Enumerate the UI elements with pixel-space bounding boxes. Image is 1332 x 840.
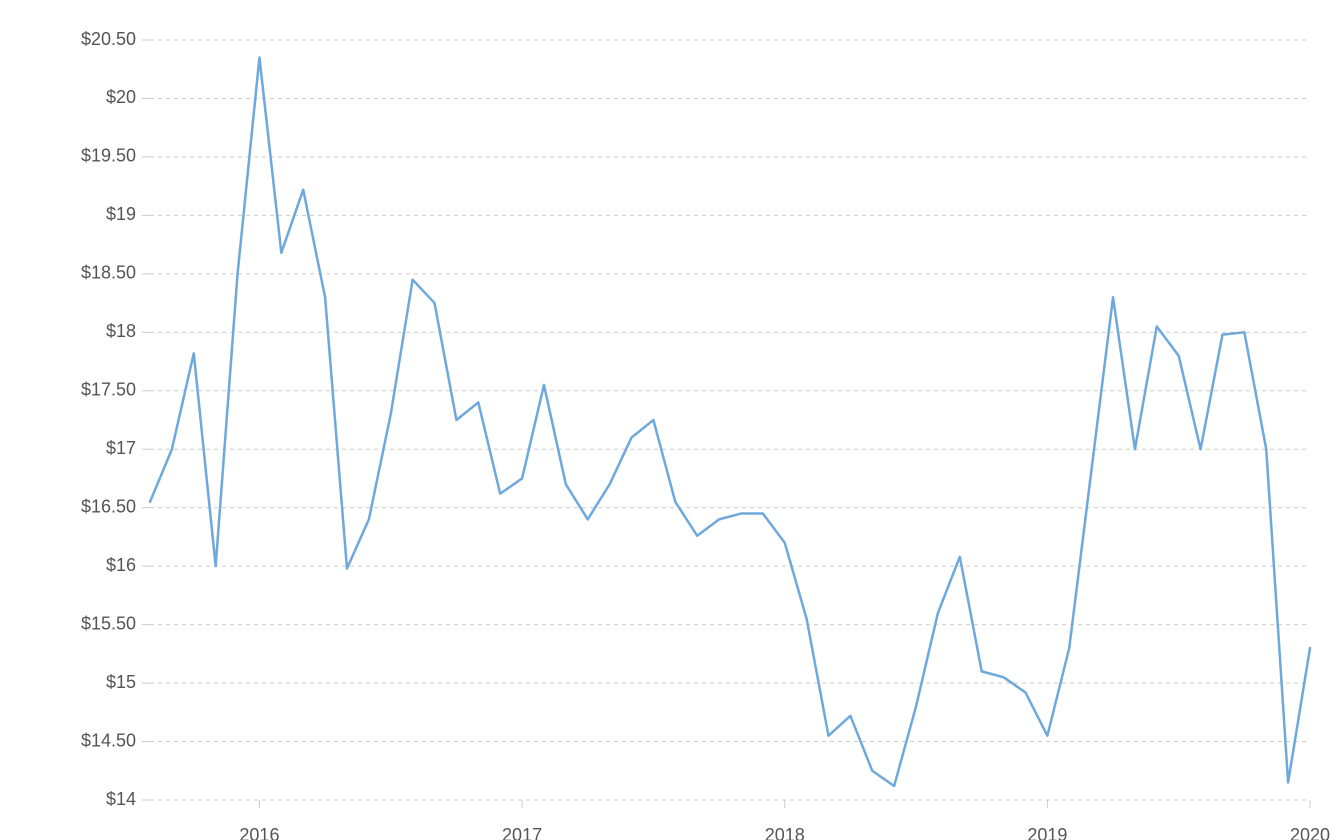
y-tick-label: $14.50: [81, 730, 136, 750]
x-tick-label: 2018: [765, 825, 805, 840]
chart-svg: $14 $14.50 $15 $15.50 $16 $16.50 $17 $17.50 $18 $…: [0, 0, 1332, 840]
x-tick-label: 2019: [1027, 825, 1067, 840]
y-tick-label: $14: [106, 789, 136, 809]
line-chart: $14 $14.50 $15 $15.50 $16 $16.50 $17 $17.50 $18 $…: [0, 0, 1332, 840]
x-tick-label: 2017: [502, 825, 542, 840]
y-tick-label: $19.50: [81, 146, 136, 166]
y-tick-label: $15.50: [81, 613, 136, 633]
y-tick-label: $20: [106, 87, 136, 107]
y-tick-label: $16: [106, 555, 136, 575]
y-tick-label: $15: [106, 672, 136, 692]
y-tick-label: $18.50: [81, 263, 136, 283]
y-tick-label: $17: [106, 438, 136, 458]
y-tick-label: $18: [106, 321, 136, 341]
y-tick-label: $20.50: [81, 29, 136, 49]
y-tick-label: $17.50: [81, 380, 136, 400]
x-tick-label: 2016: [239, 825, 279, 840]
y-tick-label: $16.50: [81, 496, 136, 516]
y-tick-label: $19: [106, 204, 136, 224]
x-tick-label: 2020: [1290, 825, 1330, 840]
